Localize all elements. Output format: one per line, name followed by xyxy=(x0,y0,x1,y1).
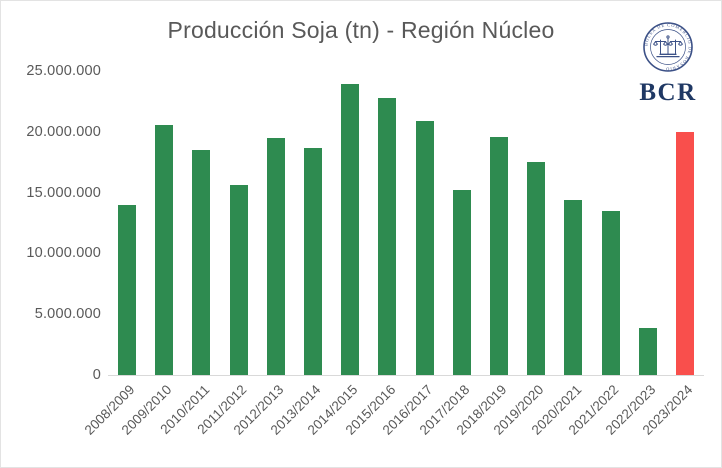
x-tick-label: 2011/2012 xyxy=(194,382,250,438)
y-tick-label: 5.000.000 xyxy=(34,306,101,322)
bar-2009-2010 xyxy=(155,125,174,375)
chart-title: Producción Soja (tn) - Región Núcleo xyxy=(167,17,555,43)
bar-2023-2024 xyxy=(676,132,694,375)
bar-2018-2019 xyxy=(490,137,508,375)
bar-2019-2020 xyxy=(527,162,546,375)
x-tick-label: 2015/2016 xyxy=(342,382,399,438)
bcr-logo: BOLSA DE COMERCIO DE ROSARIO xyxy=(631,21,705,105)
plot-area xyxy=(108,71,704,376)
bar-2013-2014 xyxy=(304,148,322,375)
bar-2010-2011 xyxy=(192,150,211,375)
x-tick-label: 2018/2019 xyxy=(453,382,510,438)
x-tick-label: 2009/2010 xyxy=(119,382,175,438)
bar-2020-2021 xyxy=(564,200,583,375)
y-tick-label: 25.000.000 xyxy=(26,63,101,79)
y-tick-label: 10.000.000 xyxy=(26,245,101,261)
x-tick-label: 2010/2011 xyxy=(156,382,213,438)
bcr-seal-icon: BOLSA DE COMERCIO DE ROSARIO xyxy=(643,22,693,72)
bar-2014-2015 xyxy=(341,84,360,375)
x-tick-label: 2023/2024 xyxy=(639,382,696,438)
bar-2008-2009 xyxy=(118,205,136,375)
x-tick-label: 2020/2021 xyxy=(528,382,585,438)
x-tick-label: 2008/2009 xyxy=(81,382,138,438)
x-tick-label: 2022/2023 xyxy=(602,382,659,438)
y-tick-label: 15.000.000 xyxy=(26,185,101,201)
bar-2021-2022 xyxy=(601,211,620,375)
x-tick-label: 2012/2013 xyxy=(230,382,287,438)
bar-2016-2017 xyxy=(415,121,434,375)
bcr-logo-text: BCR xyxy=(639,79,697,106)
bar-2015-2016 xyxy=(378,98,397,375)
x-tick-label: 2016/2017 xyxy=(379,382,436,438)
x-tick-label: 2014/2015 xyxy=(305,382,361,438)
x-tick-label: 2013/2014 xyxy=(267,382,324,438)
bar-2022-2023 xyxy=(638,328,657,375)
bar-2011-2012 xyxy=(229,185,248,375)
x-tick-label: 2021/2022 xyxy=(565,382,622,438)
bar-2017-2018 xyxy=(452,190,471,375)
x-tick-label: 2019/2020 xyxy=(491,382,547,438)
bar-2012-2013 xyxy=(266,138,285,375)
y-tick-label: 0 xyxy=(92,367,101,383)
x-tick-label: 2017/2018 xyxy=(416,382,473,438)
y-tick-label: 20.000.000 xyxy=(26,124,101,140)
